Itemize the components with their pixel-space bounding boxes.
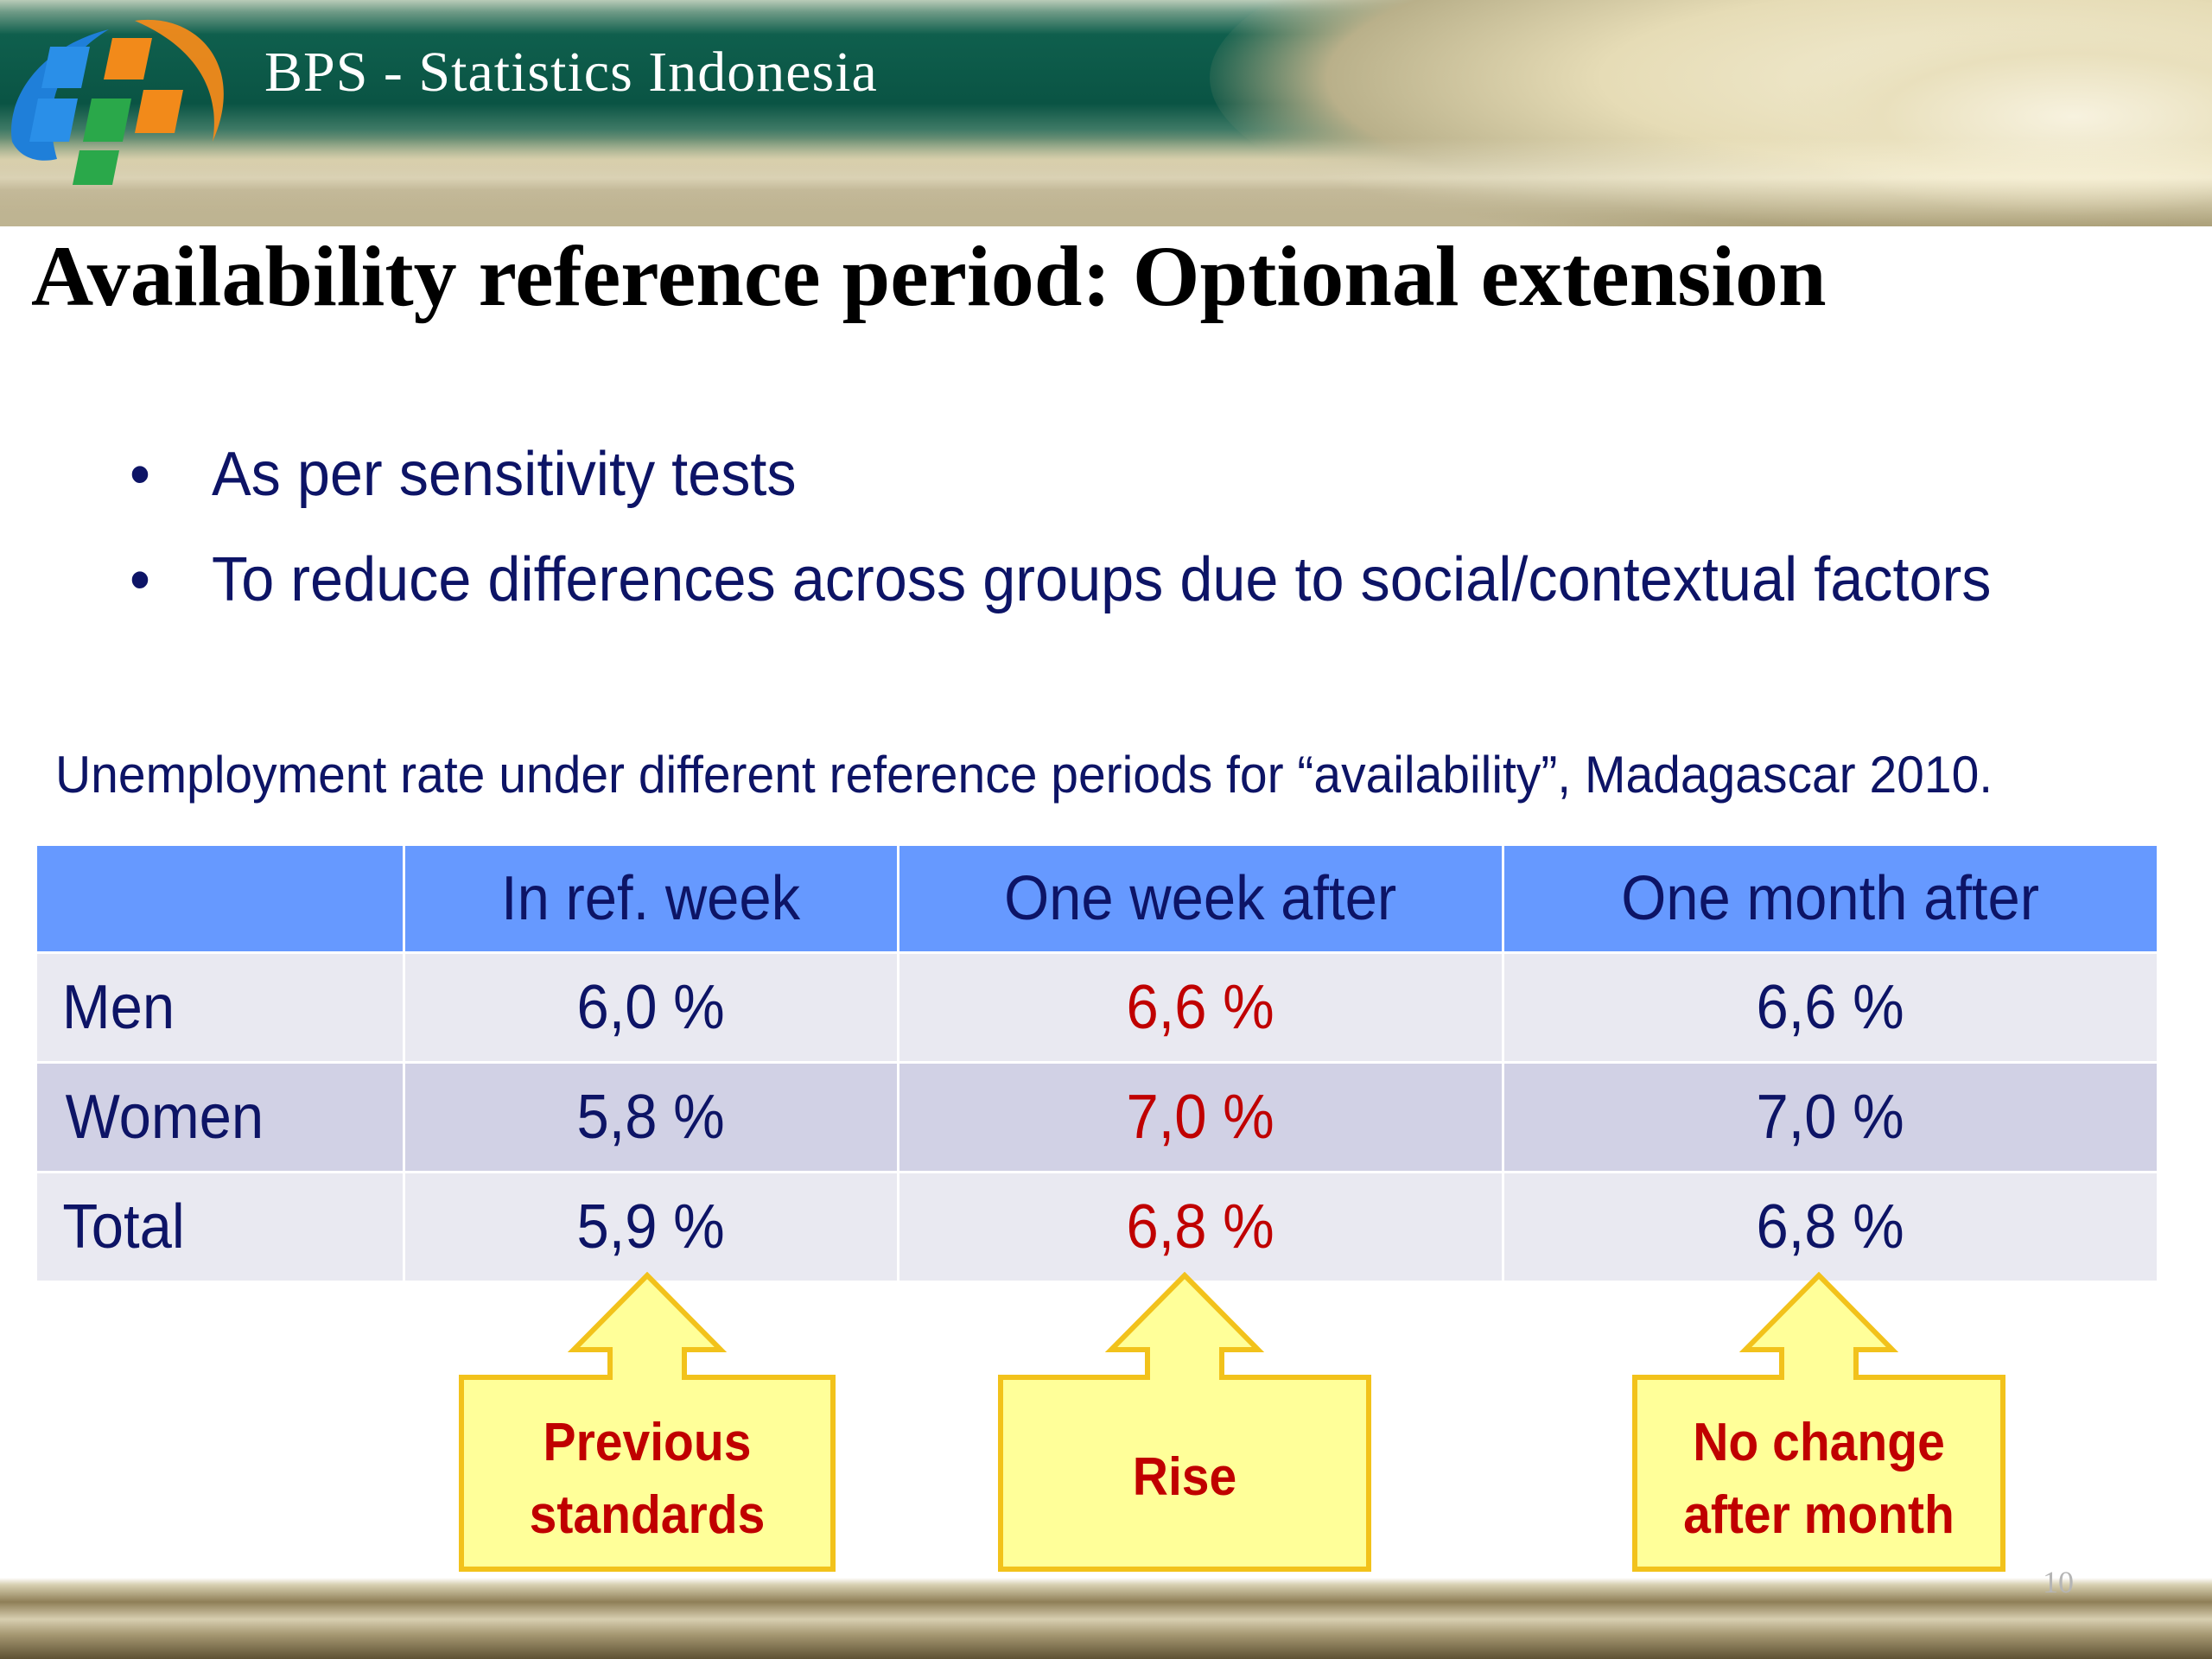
row-label-cell: Men (35, 951, 405, 1064)
cell-value: 7,0 % (1126, 1083, 1275, 1152)
row-label: Men (61, 973, 175, 1042)
row-label-cell: Total (35, 1171, 405, 1283)
table-cell: 6,6 % (897, 951, 1504, 1064)
table-row: Total 5,9 % 6,8 % 6,8 % (35, 1171, 2159, 1283)
slide-title: Availability reference period: Optional … (31, 228, 1827, 324)
bullet-text: As per sensitivity tests (212, 440, 797, 509)
cell-value: 5,8 % (576, 1083, 726, 1152)
callout-text: Rise (1132, 1447, 1237, 1507)
cell-value: 6,0 % (576, 973, 726, 1042)
table-caption: Unemployment rate under different refere… (55, 746, 1993, 804)
bullet-marker: • (130, 440, 150, 509)
bullet-text: To reduce differences across groups due … (212, 545, 1992, 614)
cell-value: 7,0 % (1756, 1083, 1905, 1152)
bullet-marker: • (130, 545, 150, 614)
table-header-cell (35, 843, 405, 954)
row-label-cell: Women (35, 1061, 405, 1173)
callout-no-change: No change after month (1631, 1272, 2006, 1573)
cell-value: 6,8 % (1756, 1192, 1905, 1262)
cell-value: 5,9 % (576, 1192, 726, 1262)
bullet-item: • As per sensitivity tests (130, 439, 797, 510)
table-cell: 7,0 % (897, 1061, 1504, 1173)
up-arrow-callout-shape (459, 1272, 836, 1572)
bps-logo-icon (10, 19, 224, 185)
table-header-cell: One month after (1502, 843, 2159, 954)
table-header-cell: One week after (897, 843, 1504, 954)
row-label: Total (62, 1192, 185, 1262)
header-band: BPS - Statistics Indonesia (0, 0, 2212, 226)
table-header-cell: In ref. week (403, 843, 899, 954)
table-cell: 6,6 % (1502, 951, 2159, 1064)
up-arrow-callout-shape (1632, 1272, 2005, 1572)
callout-text: Previous standards (529, 1413, 766, 1545)
bullet-item: • To reduce differences across groups due… (130, 544, 1991, 615)
header-light-strip (0, 138, 2212, 226)
column-header: In ref. week (501, 864, 801, 933)
cell-value: 6,6 % (1126, 973, 1275, 1042)
page-number: 10 (2043, 1565, 2074, 1599)
callout-previous-standards: Previous standards (458, 1272, 836, 1573)
table-cell: 6,0 % (403, 951, 899, 1064)
cell-value: 6,8 % (1126, 1192, 1275, 1262)
table-cell: 6,8 % (897, 1171, 1504, 1283)
column-header: One month after (1621, 864, 2040, 933)
table-header-row: In ref. week One week after One month af… (35, 843, 2159, 954)
table-row: Men 6,0 % 6,6 % 6,6 % (35, 951, 2159, 1064)
callout-text: No change after month (1683, 1413, 1955, 1545)
cell-value: 6,6 % (1756, 973, 1905, 1042)
row-label: Women (65, 1083, 264, 1152)
brand-name: BPS - Statistics Indonesia (264, 41, 878, 104)
callout-rise: Rise (997, 1272, 1372, 1573)
unemployment-table: In ref. week One week after One month af… (35, 843, 2159, 1283)
table-cell: 5,8 % (403, 1061, 899, 1173)
footer-band (0, 1578, 2212, 1659)
column-header: One week after (1004, 864, 1397, 933)
table-cell: 7,0 % (1502, 1061, 2159, 1173)
table-row: Women 5,8 % 7,0 % 7,0 % (35, 1061, 2159, 1173)
table-cell: 5,9 % (403, 1171, 899, 1283)
table-cell: 6,8 % (1502, 1171, 2159, 1283)
up-arrow-callout-shape (998, 1272, 1371, 1572)
